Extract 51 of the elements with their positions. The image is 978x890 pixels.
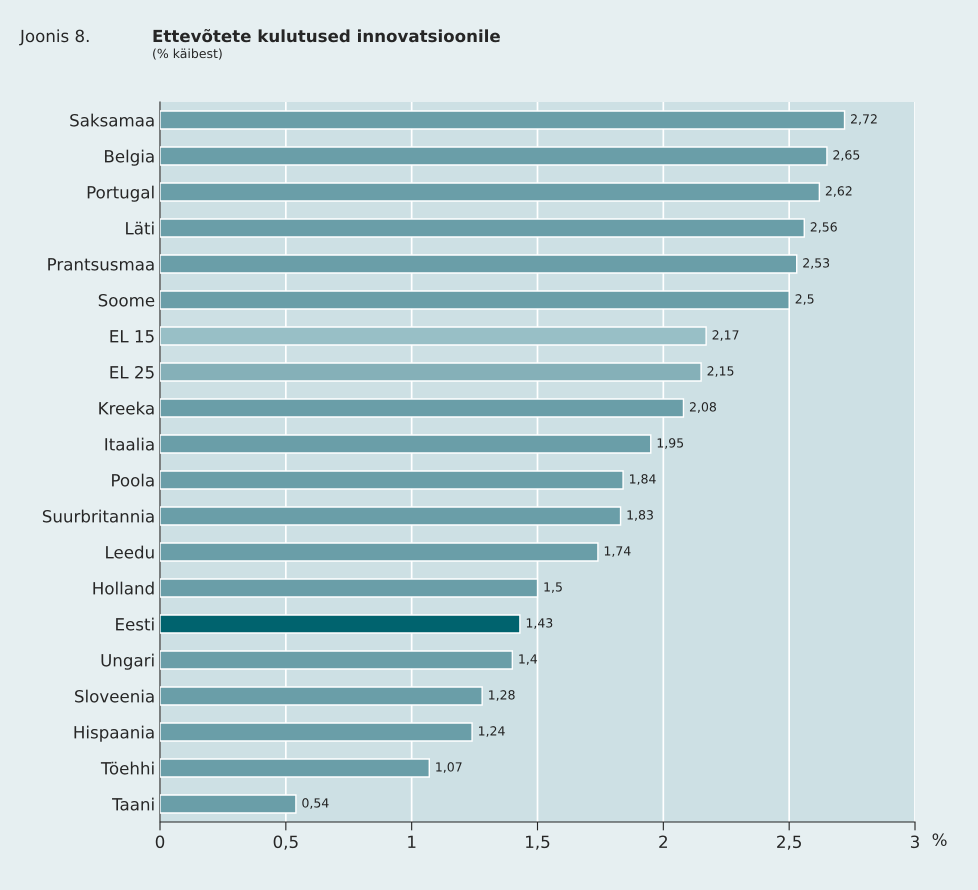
y-tick-label: Soome bbox=[98, 294, 154, 307]
y-tick-label: Hispaania bbox=[74, 726, 154, 742]
x-tick-label: 1 bbox=[408, 836, 416, 848]
data-label: 2,72 bbox=[851, 114, 877, 125]
x-tick-label: 0,5 bbox=[274, 835, 298, 850]
y-tick-label: Portugal bbox=[88, 186, 154, 202]
data-label: 1,07 bbox=[436, 762, 462, 773]
y-tick-label: EL 25 bbox=[110, 366, 154, 379]
data-label: 2,65 bbox=[833, 150, 860, 161]
data-label: 1,28 bbox=[489, 690, 515, 701]
y-tick-label: Ungari bbox=[102, 654, 154, 670]
y-tick-label: Töehhi bbox=[100, 762, 154, 775]
data-label: 1,4 bbox=[519, 654, 538, 665]
data-label: 1,83 bbox=[627, 510, 653, 521]
data-label: 2,17 bbox=[712, 330, 738, 341]
y-tick-label: Holland bbox=[93, 582, 154, 595]
chart-title: Ettevõtete kulutused innovatsioonile bbox=[154, 29, 500, 42]
x-tick-label: 2,5 bbox=[777, 835, 801, 850]
data-label: 1,95 bbox=[658, 438, 684, 449]
x-tick-label: 0 bbox=[156, 835, 164, 848]
data-label: 2,15 bbox=[708, 366, 734, 377]
text: Joonis 8. bbox=[19, 29, 89, 46]
data-label: 1,74 bbox=[604, 546, 631, 557]
chart-subtitle: (% käibest) bbox=[153, 48, 222, 60]
y-tick-label: Itaalia bbox=[105, 438, 154, 451]
y-tick-label: Taani bbox=[112, 798, 154, 811]
data-label: 2,56 bbox=[810, 222, 837, 233]
y-tick-label: Poola bbox=[112, 474, 154, 487]
x-tick-label: 1,5 bbox=[526, 836, 550, 850]
y-tick-label: Leedu bbox=[106, 546, 154, 559]
data-label: 2,08 bbox=[690, 402, 716, 413]
data-label: 2,62 bbox=[826, 186, 852, 197]
data-label: 1,84 bbox=[630, 474, 656, 485]
x-axis-title: % bbox=[932, 833, 947, 846]
x-tick-label: 2 bbox=[659, 835, 667, 848]
x-tick-label: 3 bbox=[910, 835, 919, 848]
y-tick-label: Belgia bbox=[105, 150, 154, 166]
data-label: 1,24 bbox=[478, 726, 505, 737]
y-tick-label: Sloveenia bbox=[75, 690, 154, 703]
data-label: 2,5 bbox=[796, 294, 814, 305]
y-tick-label: Prantsusmaa bbox=[48, 258, 154, 271]
y-tick-label: Suurbritannia bbox=[42, 510, 154, 523]
data-label: 1,5 bbox=[544, 582, 562, 593]
data-label: 2,53 bbox=[803, 258, 830, 269]
data-label: 0,54 bbox=[302, 798, 329, 809]
y-tick-label: Saksamaa bbox=[70, 114, 154, 127]
y-tick-label: Eesti bbox=[116, 618, 154, 631]
y-tick-label: Läti bbox=[126, 222, 154, 235]
data-label: 1,43 bbox=[526, 618, 552, 629]
y-tick-label: Kreeka bbox=[99, 402, 154, 415]
y-tick-label: EL 15 bbox=[110, 330, 154, 343]
